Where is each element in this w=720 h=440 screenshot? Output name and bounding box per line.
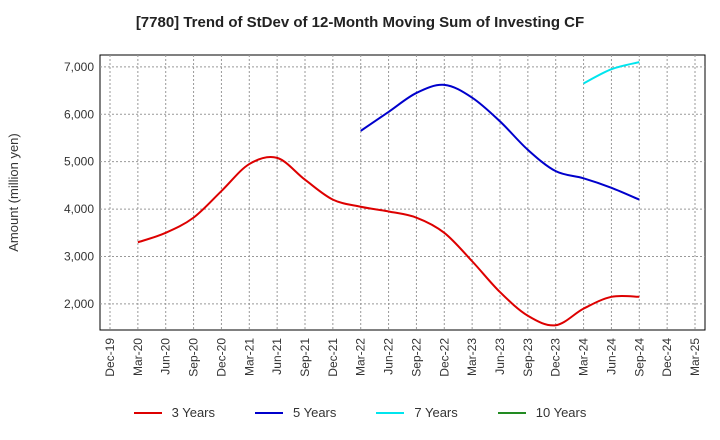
legend-item: 7 Years xyxy=(376,405,458,420)
series-line-7-years xyxy=(583,61,640,85)
y-tick-label: 4,000 xyxy=(64,202,94,216)
x-tick-label: Mar-25 xyxy=(688,338,702,376)
x-tick-label: Dec-21 xyxy=(326,338,340,377)
x-tick-label: Dec-24 xyxy=(660,338,674,377)
legend-item: 10 Years xyxy=(497,405,587,420)
legend-label: 10 Years xyxy=(535,405,587,420)
y-tick-label: 2,000 xyxy=(64,297,94,311)
x-tick-label: Mar-23 xyxy=(465,338,479,376)
legend-swatch xyxy=(376,411,405,414)
x-tick-label: Dec-23 xyxy=(549,338,563,377)
x-tick-label: Jun-23 xyxy=(493,338,507,375)
x-tick-label: Mar-21 xyxy=(242,338,256,376)
x-axis-ticks: Dec-19 Mar-20 Jun-20 Sep-20 Dec-20 Mar-21 Jun-… xyxy=(103,338,702,377)
x-tick-label: Jun-24 xyxy=(604,338,618,375)
y-axis-ticks: 2,000 3,000 4,000 5,000 6,000 7,000 xyxy=(64,60,94,311)
grid-lines xyxy=(100,55,705,330)
x-tick-label: Jun-20 xyxy=(159,338,173,375)
legend-item: 3 Years xyxy=(133,405,215,420)
chart-title: [7780] Trend of StDev of 12-Month Moving… xyxy=(135,14,585,31)
y-axis-label: Amount (million yen) xyxy=(6,133,21,252)
series-line-5-years xyxy=(360,83,640,201)
series-line-3-years xyxy=(137,155,640,327)
x-tick-label: Dec-20 xyxy=(214,338,228,377)
y-tick-label: 3,000 xyxy=(64,250,94,264)
legend-swatch xyxy=(255,411,283,414)
legend-label: 3 Years xyxy=(171,405,215,420)
x-tick-label: Sep-21 xyxy=(298,338,312,377)
x-tick-label: Sep-22 xyxy=(409,338,423,377)
series-lines xyxy=(137,61,640,327)
x-tick-label: Sep-24 xyxy=(632,338,646,377)
y-tick-label: 7,000 xyxy=(64,60,94,74)
legend-label: 5 Years xyxy=(293,405,337,420)
legend-label: 7 Years xyxy=(414,405,458,420)
x-tick-label: Sep-20 xyxy=(187,338,201,377)
legend-item: 5 Years xyxy=(255,405,336,420)
x-tick-label: Mar-20 xyxy=(131,338,145,376)
legend: 3 Years 5 Years 7 Years 10 Years xyxy=(0,405,720,420)
x-tick-label: Jun-21 xyxy=(270,338,284,375)
legend-swatch xyxy=(497,411,526,414)
plot-area xyxy=(99,54,706,331)
x-tick-label: Dec-19 xyxy=(103,338,117,377)
legend-swatch xyxy=(133,411,162,414)
x-tick-label: Sep-23 xyxy=(521,338,535,377)
x-tick-label: Mar-22 xyxy=(354,338,368,376)
x-tick-label: Dec-22 xyxy=(437,338,451,377)
x-tick-label: Mar-24 xyxy=(577,338,591,376)
y-tick-label: 6,000 xyxy=(64,107,94,121)
x-tick-label: Jun-22 xyxy=(382,338,396,375)
y-tick-label: 5,000 xyxy=(64,155,94,169)
